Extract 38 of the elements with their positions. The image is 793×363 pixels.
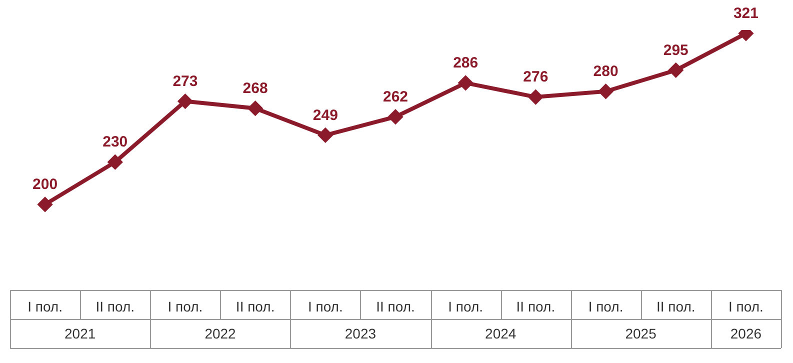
data-label: 230 xyxy=(102,134,128,151)
point xyxy=(108,155,122,170)
data-label: 273 xyxy=(172,72,198,90)
data-label: 262 xyxy=(382,88,408,106)
x-tick-label: I пол. xyxy=(728,298,764,314)
data-label: 295 xyxy=(663,42,688,59)
data-label: 280 xyxy=(593,63,618,80)
text: 2024 xyxy=(485,325,516,342)
data-label: 200 xyxy=(32,176,58,194)
text: 2025 xyxy=(625,325,657,342)
x-tick-label: I пол. xyxy=(168,298,203,314)
x-tick-label: II пол. xyxy=(376,298,415,314)
x-tick-label: I пол. xyxy=(448,298,484,314)
x-tick-label: I пол. xyxy=(588,298,624,314)
data-label: 268 xyxy=(242,80,268,97)
x-tick-label: II пол. xyxy=(516,298,556,314)
text: 2021 xyxy=(64,325,96,342)
point xyxy=(458,76,473,90)
point xyxy=(388,110,402,124)
text: 2026 xyxy=(730,325,762,342)
point xyxy=(248,101,262,116)
point xyxy=(178,94,192,108)
point xyxy=(598,84,613,98)
text: 2023 xyxy=(344,325,376,342)
point xyxy=(528,90,543,104)
data-label: 276 xyxy=(523,68,548,86)
data-label: 249 xyxy=(312,106,338,124)
point xyxy=(668,63,683,78)
point xyxy=(318,128,332,142)
x-tick-label: I пол. xyxy=(28,298,62,314)
x-tick-label: II пол. xyxy=(656,298,696,314)
x-tick-label: II пол. xyxy=(96,298,135,314)
text: 2022 xyxy=(204,325,236,342)
x-tick-label: II пол. xyxy=(236,298,275,314)
data-label: 286 xyxy=(453,54,478,72)
point xyxy=(38,197,52,212)
data-label: 321 xyxy=(733,5,758,22)
x-tick-label: I пол. xyxy=(308,298,343,314)
